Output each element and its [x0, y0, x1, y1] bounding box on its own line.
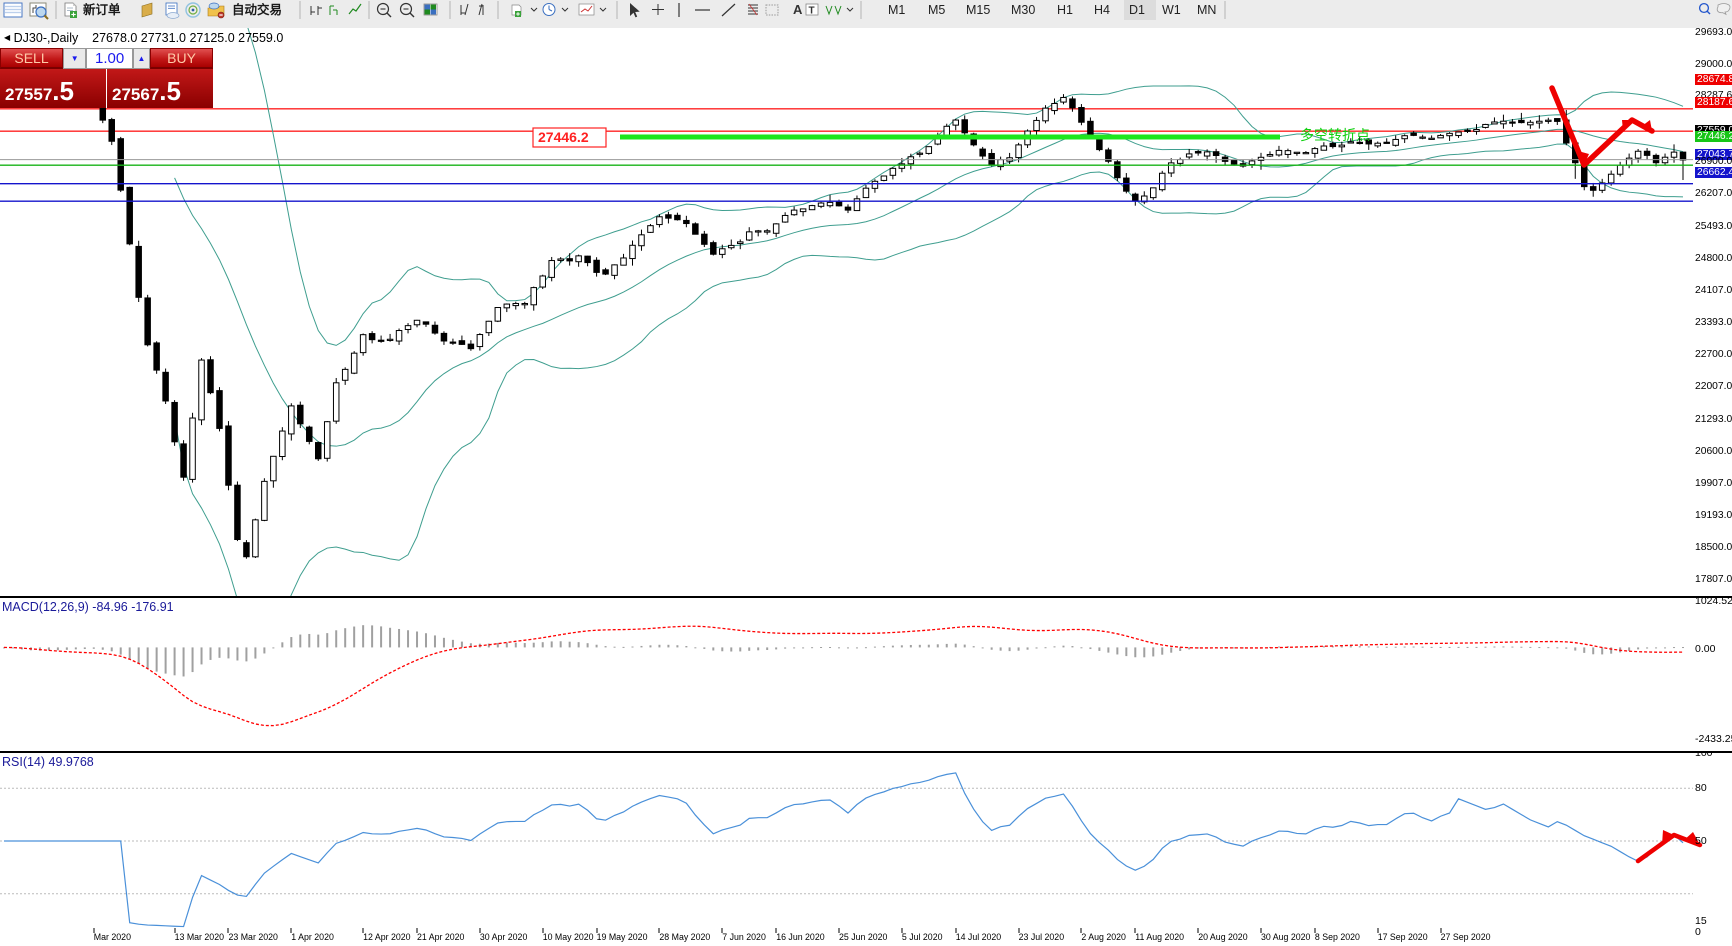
svg-text:M1: M1 [888, 3, 905, 17]
svg-text:W1: W1 [1162, 3, 1181, 17]
svg-text:M30: M30 [1011, 3, 1035, 17]
svg-text:新订单: 新订单 [83, 2, 121, 17]
svg-text:MN: MN [1197, 3, 1216, 17]
svg-text:H4: H4 [1094, 3, 1110, 17]
svg-text:M15: M15 [966, 3, 990, 17]
svg-text:自动交易: 自动交易 [232, 2, 282, 17]
svg-text:多空转折点: 多空转折点 [1300, 127, 1370, 143]
svg-text:A: A [793, 2, 803, 17]
svg-text:M5: M5 [928, 3, 945, 17]
svg-text:T: T [809, 6, 815, 17]
svg-text:27446.2: 27446.2 [538, 129, 589, 145]
svg-text:H1: H1 [1057, 3, 1073, 17]
svg-text:D1: D1 [1129, 3, 1145, 17]
